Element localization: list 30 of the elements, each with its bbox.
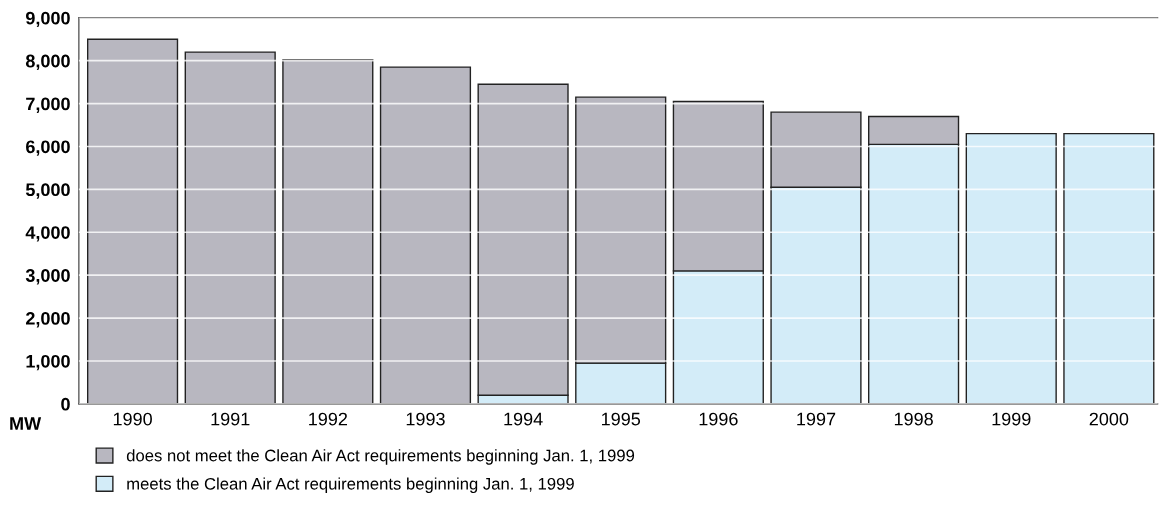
x-tick-label: 1999 — [992, 412, 1031, 426]
x-tick-label: 1998 — [894, 412, 933, 426]
x-tick-label: 1996 — [699, 412, 738, 426]
x-tick-label: 2000 — [1089, 412, 1129, 426]
y-axis-title: MW — [10, 417, 42, 430]
y-tick-label: 7,000 — [26, 97, 70, 113]
y-tick-label: 6,000 — [26, 140, 70, 156]
bar — [282, 59, 374, 404]
x-tick-label: 1995 — [602, 412, 641, 426]
y-tick-label: 4,000 — [25, 226, 70, 242]
legend-label: does not meet the Clean Air Act requirements beginning Jan. 1, 1999 — [126, 449, 635, 465]
bar — [379, 66, 472, 404]
x-tick-label: 1993 — [406, 412, 445, 426]
x-tick-label: 1990 — [113, 412, 152, 426]
y-tick-label: 3,000 — [25, 269, 70, 285]
x-tick-label: 1997 — [797, 412, 836, 426]
bar — [184, 51, 276, 404]
x-tick-label: 1992 — [309, 412, 348, 426]
y-tick-label: 9,000 — [25, 11, 70, 28]
y-tick-label: 5,000 — [25, 183, 70, 199]
y-tick-label: 0 — [61, 397, 70, 411]
bar — [1063, 132, 1155, 404]
y-tick-label: 8,000 — [25, 54, 70, 71]
legend-label: meets the Clean Air Act requirements beginning Jan. 1, 1999 — [127, 477, 574, 493]
bar — [965, 132, 1057, 404]
bar — [86, 38, 179, 404]
x-tick-label: 1994 — [504, 412, 543, 426]
y-tick-label: 2,000 — [25, 312, 70, 328]
y-tick-label: 1,000 — [26, 354, 70, 371]
x-tick-label: 1991 — [211, 412, 250, 426]
